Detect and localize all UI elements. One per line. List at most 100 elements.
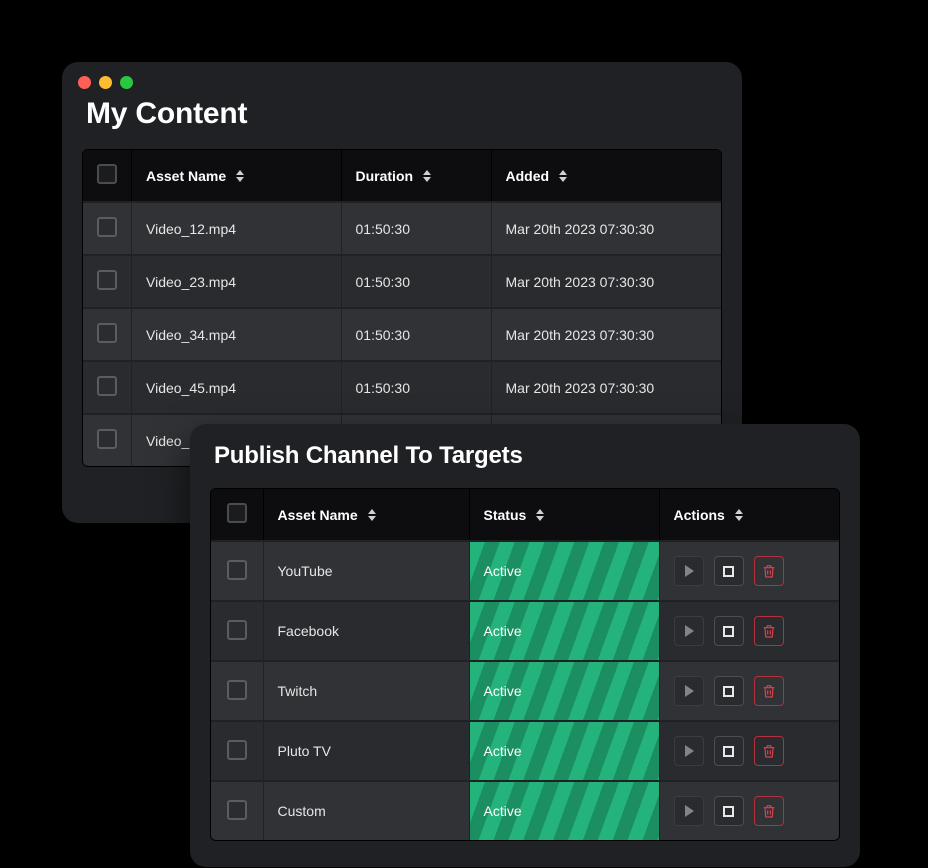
delete-button[interactable]	[754, 556, 784, 586]
stop-button[interactable]	[714, 676, 744, 706]
table-row[interactable]: Video_12.mp401:50:30Mar 20th 2023 07:30:…	[83, 202, 721, 255]
page-title: Publish Channel To Targets	[190, 424, 860, 488]
status-cell: Active	[469, 661, 659, 721]
close-icon[interactable]	[78, 76, 91, 89]
maximize-icon[interactable]	[120, 76, 133, 89]
sort-icon[interactable]	[236, 170, 244, 182]
row-checkbox[interactable]	[227, 560, 247, 580]
col-added[interactable]: Added	[491, 150, 721, 202]
row-select-cell	[83, 414, 132, 466]
col-label: Duration	[356, 168, 414, 184]
added-cell: Mar 20th 2023 07:30:30	[491, 361, 721, 414]
actions-cell	[659, 541, 839, 601]
row-select-cell	[211, 601, 263, 661]
row-select-cell	[211, 541, 263, 601]
row-select-cell	[211, 721, 263, 781]
status-cell: Active	[469, 601, 659, 661]
status-label: Active	[470, 667, 659, 715]
play-button[interactable]	[674, 676, 704, 706]
row-checkbox[interactable]	[97, 323, 117, 343]
delete-button[interactable]	[754, 736, 784, 766]
added-cell: Mar 20th 2023 07:30:30	[491, 308, 721, 361]
status-cell: Active	[469, 541, 659, 601]
window-controls	[62, 62, 742, 89]
stop-button[interactable]	[714, 796, 744, 826]
table-row[interactable]: FacebookActive	[211, 601, 839, 661]
table-row[interactable]: Video_45.mp401:50:30Mar 20th 2023 07:30:…	[83, 361, 721, 414]
stop-button[interactable]	[714, 736, 744, 766]
publish-targets-window: Publish Channel To Targets Asset Name	[190, 424, 860, 867]
play-icon	[685, 625, 694, 637]
stop-button[interactable]	[714, 616, 744, 646]
play-button[interactable]	[674, 796, 704, 826]
target-name-cell: Custom	[263, 781, 469, 840]
added-cell: Mar 20th 2023 07:30:30	[491, 202, 721, 255]
status-label: Active	[470, 727, 659, 775]
stop-icon	[723, 566, 734, 577]
table-row[interactable]: Video_34.mp401:50:30Mar 20th 2023 07:30:…	[83, 308, 721, 361]
row-checkbox[interactable]	[227, 740, 247, 760]
table-row[interactable]: TwitchActive	[211, 661, 839, 721]
col-label: Status	[484, 507, 527, 523]
stop-button[interactable]	[714, 556, 744, 586]
delete-button[interactable]	[754, 616, 784, 646]
play-icon	[685, 685, 694, 697]
row-checkbox[interactable]	[227, 680, 247, 700]
col-label: Actions	[674, 507, 725, 523]
minimize-icon[interactable]	[99, 76, 112, 89]
row-checkbox[interactable]	[97, 270, 117, 290]
row-select-cell	[83, 255, 132, 308]
col-label: Asset Name	[146, 168, 226, 184]
delete-button[interactable]	[754, 676, 784, 706]
duration-cell: 01:50:30	[341, 202, 491, 255]
row-checkbox[interactable]	[97, 376, 117, 396]
sort-icon[interactable]	[368, 509, 376, 521]
col-actions[interactable]: Actions	[659, 489, 839, 541]
play-button[interactable]	[674, 556, 704, 586]
status-cell: Active	[469, 721, 659, 781]
select-all-checkbox[interactable]	[227, 503, 247, 523]
row-checkbox[interactable]	[97, 429, 117, 449]
row-select-cell	[83, 308, 132, 361]
asset-name-cell: Video_23.mp4	[132, 255, 342, 308]
targets-table: Asset Name Status Actions	[210, 488, 840, 841]
col-asset-name[interactable]: Asset Name	[132, 150, 342, 202]
table-row[interactable]: Video_23.mp401:50:30Mar 20th 2023 07:30:…	[83, 255, 721, 308]
asset-name-cell: Video_34.mp4	[132, 308, 342, 361]
sort-icon[interactable]	[536, 509, 544, 521]
sort-icon[interactable]	[559, 170, 567, 182]
duration-cell: 01:50:30	[341, 361, 491, 414]
trash-icon	[761, 803, 777, 819]
play-button[interactable]	[674, 616, 704, 646]
table-row[interactable]: Pluto TVActive	[211, 721, 839, 781]
table-header-row: Asset Name Duration Added	[83, 150, 721, 202]
delete-button[interactable]	[754, 796, 784, 826]
status-label: Active	[470, 547, 659, 595]
table-row[interactable]: CustomActive	[211, 781, 839, 840]
target-name-cell: YouTube	[263, 541, 469, 601]
row-select-cell	[83, 202, 132, 255]
trash-icon	[761, 623, 777, 639]
asset-name-cell: Video_12.mp4	[132, 202, 342, 255]
col-label: Added	[506, 168, 550, 184]
sort-icon[interactable]	[423, 170, 431, 182]
play-icon	[685, 565, 694, 577]
status-label: Active	[470, 787, 659, 835]
row-select-cell	[211, 781, 263, 840]
sort-icon[interactable]	[735, 509, 743, 521]
table-row[interactable]: YouTubeActive	[211, 541, 839, 601]
row-checkbox[interactable]	[227, 800, 247, 820]
row-checkbox[interactable]	[227, 620, 247, 640]
target-name-cell: Facebook	[263, 601, 469, 661]
row-checkbox[interactable]	[97, 217, 117, 237]
col-asset-name[interactable]: Asset Name	[263, 489, 469, 541]
page-title: My Content	[62, 89, 742, 149]
select-all-checkbox[interactable]	[97, 164, 117, 184]
col-duration[interactable]: Duration	[341, 150, 491, 202]
col-status[interactable]: Status	[469, 489, 659, 541]
actions-cell	[659, 601, 839, 661]
row-select-cell	[83, 361, 132, 414]
trash-icon	[761, 743, 777, 759]
trash-icon	[761, 683, 777, 699]
play-button[interactable]	[674, 736, 704, 766]
